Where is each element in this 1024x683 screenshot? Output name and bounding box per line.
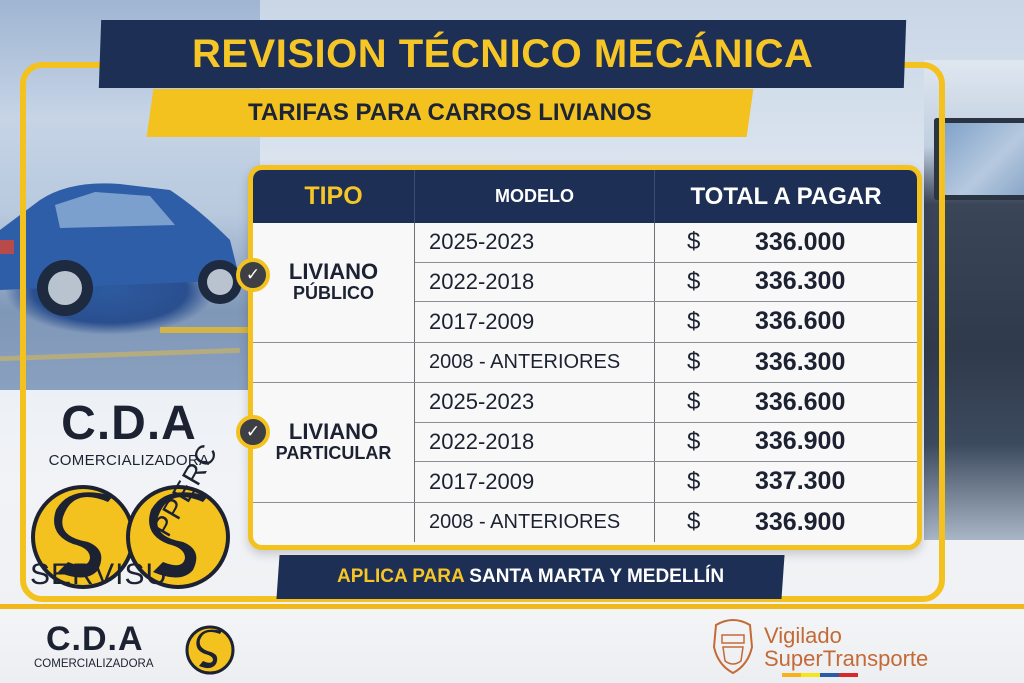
logo-comercializadora-text: COMERCIALIZADORA — [48, 452, 210, 469]
cda-servisupperc-logo: C.D.A COMERCIALIZADORA SERVISU PPERC — [24, 397, 234, 591]
apply-cities: SANTA MARTA Y MEDELLÍN — [464, 566, 725, 587]
group-label-line2: PARTICULAR — [275, 443, 392, 464]
group-label-line1: LIVIANO — [288, 259, 379, 285]
column-header-total: TOTAL A PAGAR — [690, 182, 882, 210]
currency-symbol: $ — [687, 228, 701, 256]
table-row: 2025-2023 $336.600 — [415, 383, 917, 423]
currency-symbol: $ — [687, 267, 701, 295]
modelo-cell: 2022-2018 — [415, 422, 655, 461]
price-value: 336.900 — [755, 507, 846, 536]
s-logo-icon — [185, 625, 235, 675]
car-illustration — [0, 183, 242, 316]
price-value: 336.600 — [755, 307, 846, 336]
group-label: LIVIANO PARTICULAR — [253, 383, 415, 502]
group-label-empty — [253, 502, 415, 542]
table-row: 2022-2018 $336.300 — [415, 262, 917, 302]
modelo-cell: 2008 - ANTERIORES — [415, 342, 655, 382]
group-publico-older: 2008 - ANTERIORES $336.300 — [253, 342, 917, 383]
modelo-cell: 2017-2009 — [415, 302, 655, 342]
table-body: LIVIANO PÚBLICO 2025-2023 $336.000 2022-… — [253, 223, 917, 542]
footer-logo-comercializadora-text: COMERCIALIZADORA — [34, 658, 154, 670]
title-banner: REVISION TÉCNICO MECÁNICA — [98, 20, 907, 88]
price-value: 336.600 — [755, 387, 846, 416]
logo-servisu-text: SERVISU — [30, 558, 169, 591]
table-row: 2017-2009 $336.600 — [415, 302, 917, 342]
supertransporte-text: SuperTransporte — [764, 646, 929, 671]
modelo-cell: 2008 - ANTERIORES — [415, 502, 655, 542]
cda-footer-logo: C.D.A COMERCIALIZADORA — [34, 620, 254, 676]
tariff-table: TIPO MODELO TOTAL A PAGAR LIVIANO PÚBLIC… — [248, 165, 922, 550]
column-header-modelo: MODELO — [415, 170, 655, 223]
logo-cda-text: C.D.A — [61, 397, 197, 450]
modelo-cell: 2017-2009 — [415, 462, 655, 502]
group-label-line1: LIVIANO — [288, 419, 379, 445]
double-s-logo-icon — [31, 485, 230, 589]
vigilado-supertransporte-badge: Vigilado SuperTransporte — [706, 615, 966, 677]
group-label-line2: PÚBLICO — [293, 283, 374, 304]
currency-symbol: $ — [687, 427, 701, 455]
price-value: 337.300 — [755, 467, 846, 496]
check-icon: ✓ — [236, 258, 270, 292]
footer-divider — [0, 604, 1024, 609]
currency-symbol: $ — [687, 307, 701, 335]
page-subtitle: TARIFAS PARA CARROS LIVIANOS — [248, 99, 652, 126]
group-label-empty — [253, 342, 415, 382]
footer-logo-cda-text: C.D.A — [46, 620, 144, 658]
group-particular-older: 2008 - ANTERIORES $336.900 — [253, 502, 917, 542]
group-label: LIVIANO PÚBLICO — [253, 223, 415, 342]
coat-of-arms-icon — [712, 619, 754, 675]
subtitle-banner: TARIFAS PARA CARROS LIVIANOS — [146, 89, 754, 137]
check-icon: ✓ — [236, 415, 270, 449]
footer-band — [0, 606, 1024, 683]
price-value: 336.300 — [755, 267, 846, 296]
page-title: REVISION TÉCNICO MECÁNICA — [191, 31, 814, 76]
currency-symbol: $ — [687, 388, 701, 416]
group-liviano-publico: LIVIANO PÚBLICO 2025-2023 $336.000 2022-… — [253, 223, 917, 343]
modelo-cell: 2025-2023 — [415, 223, 655, 262]
price-value: 336.900 — [755, 427, 846, 456]
modelo-cell: 2022-2018 — [415, 262, 655, 301]
table-row: 2008 - ANTERIORES $336.300 — [415, 342, 917, 382]
monitor-illustration — [934, 118, 1024, 200]
flag-stripe — [782, 673, 858, 677]
currency-symbol: $ — [687, 348, 701, 376]
table-row: 2017-2009 $337.300 — [415, 462, 917, 502]
currency-symbol: $ — [687, 467, 701, 495]
apply-highlight: APLICA PARA — [336, 566, 464, 587]
group-liviano-particular: LIVIANO PARTICULAR 2025-2023 $336.600 20… — [253, 383, 917, 503]
table-row: 2008 - ANTERIORES $336.900 — [415, 502, 917, 542]
modelo-cell: 2025-2023 — [415, 383, 655, 422]
price-value: 336.000 — [755, 227, 846, 256]
road-marking — [160, 327, 250, 333]
vigilado-text: Vigilado — [764, 623, 842, 648]
apply-banner: APLICA PARA SANTA MARTA Y MEDELLÍN — [276, 555, 785, 599]
currency-symbol: $ — [687, 508, 701, 536]
price-value: 336.300 — [755, 347, 846, 376]
table-row: 2025-2023 $336.000 — [415, 223, 917, 263]
table-row: 2022-2018 $336.900 — [415, 422, 917, 462]
column-header-tipo: TIPO — [253, 170, 415, 223]
table-header: TIPO MODELO TOTAL A PAGAR — [253, 170, 917, 223]
